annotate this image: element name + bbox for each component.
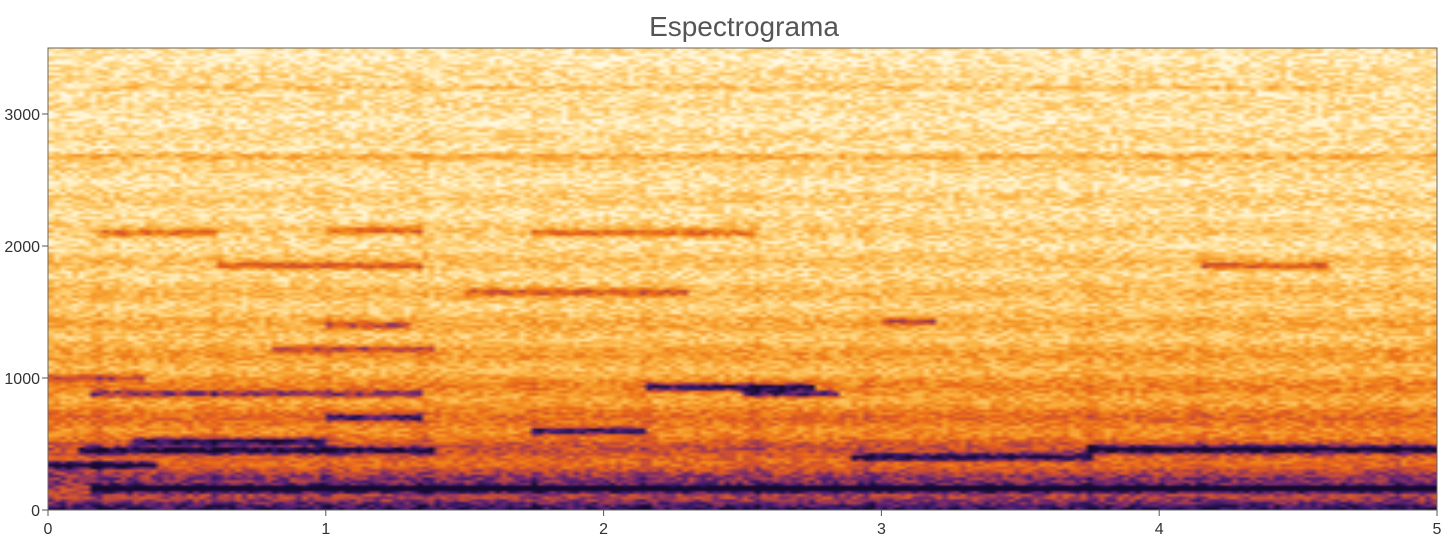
x-tick-label: 1 [321,521,330,538]
x-tick-label: 5 [1433,521,1442,538]
x-tick-label: 2 [599,521,608,538]
x-axis: 0 1 2 3 4 5 [44,510,1442,538]
chart-title: Espectrograma [649,11,839,42]
x-tick-label: 0 [44,521,53,538]
y-tick-label: 3000 [4,107,40,124]
y-axis: 0 1000 2000 3000 [4,107,48,520]
y-tick-label: 2000 [4,239,40,256]
y-tick-label: 0 [31,503,40,520]
spectrogram-heatmap [48,48,1437,510]
x-tick-label: 3 [877,521,886,538]
y-tick-label: 1000 [4,371,40,388]
plot-frame [47,47,1438,511]
x-tick-label: 4 [1155,521,1164,538]
